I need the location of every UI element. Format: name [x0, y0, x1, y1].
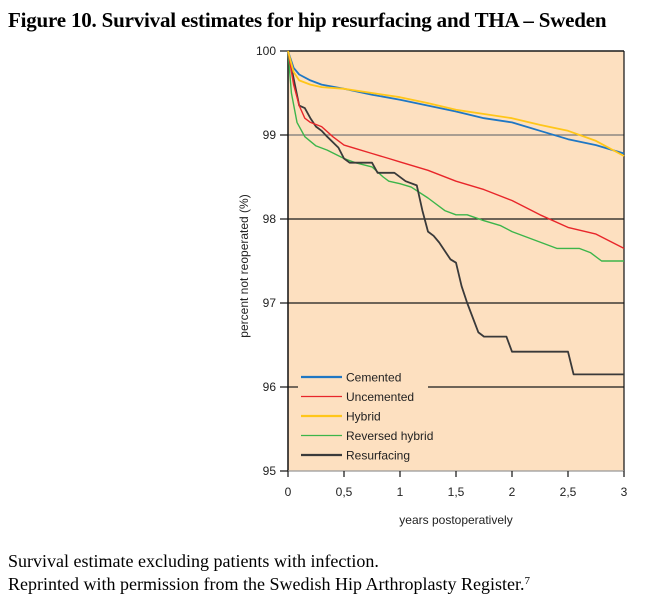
- series-line-resurfacing: [287, 50, 624, 376]
- caption-line-1: Survival estimate excluding patients wit…: [8, 551, 379, 571]
- series-line-hybrid: [287, 50, 625, 157]
- legend-label-cemented: Cemented: [346, 371, 401, 385]
- series-line-reversed-hybrid: [287, 50, 624, 262]
- legend: Cemented Uncemented Hybrid Reversed hybrid R…: [301, 371, 433, 463]
- figure-title: Figure 10. Survival estimates for hip re…: [8, 8, 607, 32]
- legend-label-hybrid: Hybrid: [346, 410, 381, 424]
- legend-label-resurfacing: Resurfacing: [346, 449, 410, 463]
- y-tick-label: 99: [263, 128, 277, 142]
- x-tick-label: 2,5: [560, 485, 577, 499]
- survival-chart: 0 0,5 1 1,5 2 2,5 3 95 96 97 98 99 100 Cemented Unce…: [237, 44, 628, 527]
- caption-line-2-text: Reprinted with permission from the Swedi…: [8, 574, 525, 594]
- x-tick-label: 0,5: [336, 485, 353, 499]
- x-tick-label: 1,5: [448, 485, 465, 499]
- citation-superscript: 7: [524, 575, 530, 587]
- x-tick-label: 1: [397, 485, 404, 499]
- x-axis-label: years postoperatively: [399, 513, 512, 527]
- series-line-uncemented: [287, 50, 625, 250]
- series-lines: [287, 50, 625, 376]
- legend-label-reversed-hybrid: Reversed hybrid: [346, 429, 433, 443]
- x-tick-label: 3: [621, 485, 628, 499]
- y-tick-label: 100: [256, 44, 276, 58]
- x-tick-label: 2: [509, 485, 516, 499]
- y-tick-label: 95: [263, 464, 277, 478]
- y-tick-label: 97: [263, 296, 277, 310]
- y-tick-label: 98: [263, 212, 277, 226]
- caption-line-2: Reprinted with permission from the Swedi…: [8, 573, 530, 596]
- legend-label-uncemented: Uncemented: [346, 390, 414, 404]
- y-axis-label: percent not reoperated (%): [237, 194, 251, 337]
- figure-caption: Survival estimate excluding patients wit…: [8, 550, 530, 596]
- x-tick-label: 0: [285, 485, 292, 499]
- gridlines: [288, 50, 624, 388]
- plot-background: [288, 51, 624, 471]
- x-ticks: 0 0,5 1 1,5 2 2,5 3: [285, 471, 628, 499]
- y-ticks: 95 96 97 98 99 100: [256, 44, 288, 478]
- y-tick-label: 96: [263, 380, 277, 394]
- series-line-cemented: [287, 50, 625, 155]
